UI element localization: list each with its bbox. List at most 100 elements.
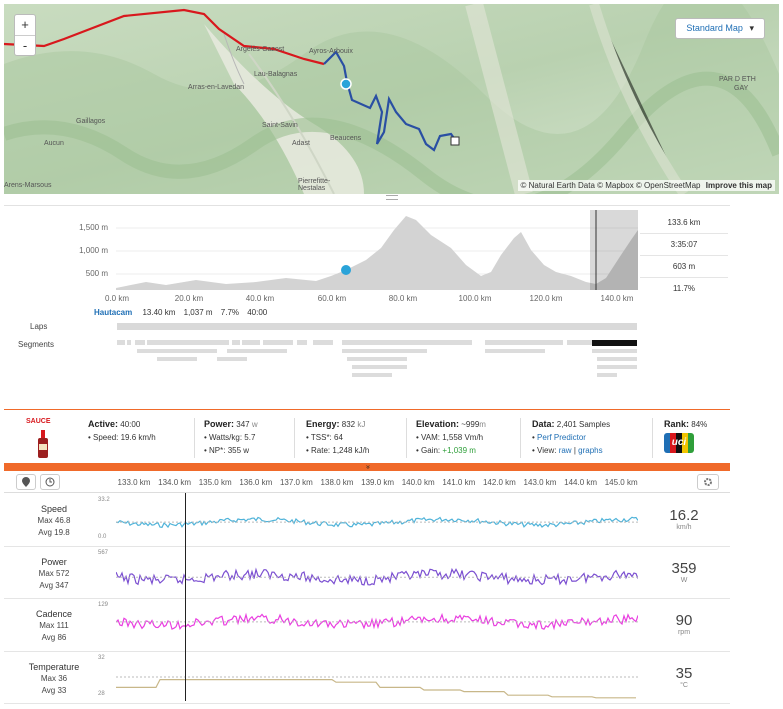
stream-line bbox=[116, 612, 638, 631]
segment-name-link[interactable]: Hautacam bbox=[94, 308, 133, 317]
rank-label: Rank: bbox=[664, 419, 690, 429]
gain-label: • Gain: bbox=[416, 446, 441, 455]
sauce-logo-text: SAUCE bbox=[26, 418, 51, 425]
view-graphs-link[interactable]: graphs bbox=[578, 446, 603, 455]
settings-button[interactable] bbox=[697, 474, 719, 490]
power-unit: w bbox=[251, 420, 258, 429]
divider bbox=[4, 205, 730, 206]
distance-tick: 136.0 km bbox=[239, 478, 273, 487]
place-label: Argelès-Gazost bbox=[236, 46, 285, 53]
distance-tick: 135.0 km bbox=[198, 478, 232, 487]
stream-axis-min: 0.0 bbox=[98, 534, 107, 540]
profile-marker bbox=[341, 265, 351, 275]
data-value: 2,401 Samples bbox=[556, 420, 611, 429]
laps-label: Laps bbox=[30, 322, 48, 331]
energy-label: Energy: bbox=[306, 419, 340, 429]
stream-chart-temperature[interactable] bbox=[116, 651, 638, 703]
stream-current-value: 90 rpm bbox=[640, 612, 728, 636]
resize-handle[interactable] bbox=[386, 195, 398, 200]
distance-tick: 137.0 km bbox=[279, 478, 313, 487]
power-value: 347 bbox=[236, 420, 250, 429]
divider bbox=[406, 418, 407, 458]
distance-tick: 138.0 km bbox=[320, 478, 354, 487]
elevation-column: Elevation: ~999m • VAM: 1,558 Vm/h • Gai… bbox=[416, 418, 486, 457]
distance-tick: 144.0 km bbox=[564, 478, 598, 487]
stream-line bbox=[116, 679, 636, 699]
uci-badge-icon[interactable]: uci bbox=[664, 433, 694, 453]
place-label: Lau-Balagnas bbox=[254, 71, 298, 78]
stream-avg: Avg 19.8 bbox=[38, 528, 70, 537]
route-map[interactable]: Argelès-Gazost Ayros-Arbouix Lau-Balagna… bbox=[4, 4, 779, 194]
y-tick: 1,000 m bbox=[79, 246, 108, 255]
map-style-label: Standard Map bbox=[686, 23, 743, 33]
stream-name: Power bbox=[41, 557, 67, 567]
stream-value: 359 bbox=[671, 560, 697, 577]
selection-range bbox=[590, 210, 638, 290]
hover-cursor-line bbox=[185, 493, 186, 701]
view-raw-link[interactable]: raw bbox=[558, 446, 572, 455]
elevation-label: Elevation: bbox=[416, 419, 460, 429]
x-tick: 0.0 km bbox=[104, 294, 129, 303]
stream-chart-power[interactable] bbox=[116, 546, 638, 598]
zoom-in-button[interactable]: + bbox=[21, 17, 29, 32]
stream-chart-cadence[interactable] bbox=[116, 598, 638, 651]
selection-grade: 11.7% bbox=[672, 284, 696, 293]
place-label: Saint-Savin bbox=[262, 122, 298, 129]
stream-name: Speed bbox=[40, 504, 68, 514]
stream-label-temperature: Temperature Max 36 Avg 33 bbox=[14, 661, 94, 697]
np-line: • NP*: 355 w bbox=[204, 446, 250, 455]
stream-label-speed: Speed Max 46.8 Avg 19.8 bbox=[14, 503, 94, 539]
row-divider bbox=[4, 598, 730, 599]
sauce-summary-bar: SAUCE Active: 40:00 • Speed: 19.6 km/h P… bbox=[4, 409, 730, 463]
position-marker bbox=[340, 78, 352, 90]
stream-name: Cadence bbox=[35, 609, 73, 619]
zoom-out-button[interactable]: - bbox=[15, 35, 35, 55]
stream-current-value: 359 W bbox=[640, 560, 728, 584]
stream-max: Max 111 bbox=[39, 621, 69, 630]
row-divider bbox=[4, 703, 730, 704]
x-tick: 40.0 km bbox=[245, 294, 275, 303]
divider bbox=[520, 418, 521, 458]
segment-summary: Hautacam 13.40 km 1,037 m 7.7% 40:00 bbox=[94, 308, 267, 317]
rank-column: Rank: 84% uci bbox=[664, 418, 707, 453]
segments-track[interactable] bbox=[117, 340, 639, 388]
map-style-dropdown[interactable]: Standard Map ▾ bbox=[675, 18, 765, 39]
stream-avg: Avg 86 bbox=[41, 633, 67, 642]
time-axis-button[interactable] bbox=[40, 474, 60, 490]
stream-chart-speed[interactable] bbox=[116, 493, 638, 546]
place-label: Ayros-Arbouix bbox=[309, 48, 353, 55]
vam-line: • VAM: 1,558 Vm/h bbox=[416, 433, 484, 442]
place-label: Pierrefitte-Nestalas bbox=[298, 178, 331, 192]
place-label: Aucun bbox=[44, 140, 64, 147]
stream-max: Max 36 bbox=[40, 674, 68, 683]
x-tick: 100.0 km bbox=[458, 294, 492, 303]
distance-tick: 133.0 km bbox=[117, 478, 151, 487]
stream-max: Max 46.8 bbox=[37, 516, 71, 525]
improve-map-link[interactable]: Improve this map bbox=[705, 181, 772, 190]
elevation-area bbox=[116, 216, 638, 290]
distance-tick: 141.0 km bbox=[442, 478, 476, 487]
distance-axis: 133.0 km 134.0 km 135.0 km 136.0 km 137.0 km… bbox=[116, 478, 638, 490]
elevation-unit: m bbox=[479, 420, 486, 429]
stream-label-power: Power Max 572 Avg 347 bbox=[14, 556, 94, 592]
y-tick: 1,500 m bbox=[79, 223, 108, 232]
active-segment-bar bbox=[592, 340, 637, 346]
perf-predictor-link[interactable]: Perf Predictor bbox=[537, 433, 586, 442]
stream-unit: W bbox=[680, 577, 688, 584]
data-column: Data: 2,401 Samples • Perf Predictor • V… bbox=[532, 418, 610, 457]
speed-line: • Speed: 19.6 km/h bbox=[88, 433, 156, 442]
elevation-profile[interactable] bbox=[116, 210, 638, 290]
lap-bar[interactable] bbox=[117, 323, 637, 330]
collapse-toggle[interactable]: » bbox=[364, 465, 371, 469]
elevation-value: ~999 bbox=[461, 420, 480, 429]
place-label: Beaucens bbox=[330, 135, 362, 142]
energy-unit: kJ bbox=[357, 420, 366, 429]
map-pin-button[interactable] bbox=[16, 474, 36, 490]
stream-value: 90 bbox=[675, 612, 693, 629]
x-tick: 80.0 km bbox=[388, 294, 418, 303]
place-label: Gaillagos bbox=[76, 118, 106, 125]
place-label: Arras-en-Lavedan bbox=[188, 84, 245, 91]
stream-axis-max: 33.2 bbox=[98, 497, 110, 503]
finish-flag-icon bbox=[450, 136, 460, 146]
distance-tick: 140.0 km bbox=[401, 478, 435, 487]
